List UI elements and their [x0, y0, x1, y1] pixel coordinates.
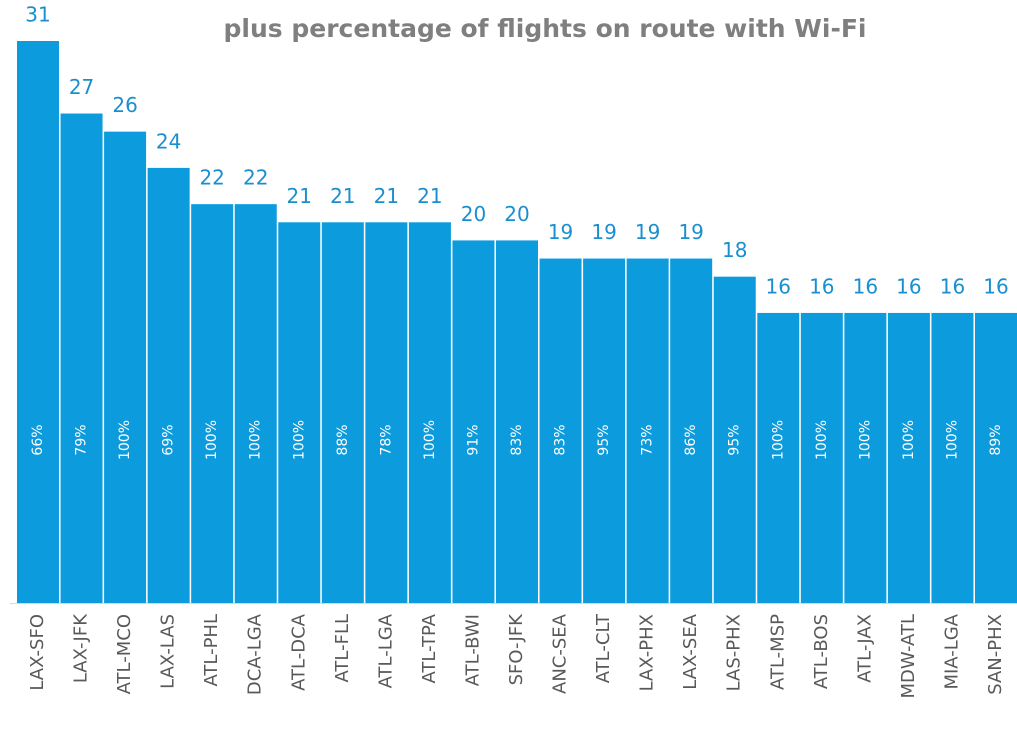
bar	[147, 167, 190, 603]
x-tick-label: LAX-SEA	[680, 613, 701, 689]
value-label: 18	[722, 238, 747, 262]
x-tick-label: LAX-PHX	[637, 614, 658, 691]
value-label: 16	[766, 274, 791, 298]
x-tick-label: LAX-JFK	[71, 613, 92, 683]
bar-label: 83%	[553, 424, 569, 455]
x-tick-label: ATL-TPA	[419, 613, 440, 683]
chart-title: plus percentage of flights on route with…	[224, 14, 867, 43]
bar-label: 79%	[74, 424, 90, 455]
value-label: 19	[548, 220, 573, 244]
bar-label: 100%	[901, 420, 917, 460]
bar	[452, 240, 495, 603]
bar-label: 95%	[727, 424, 743, 455]
value-label: 19	[591, 220, 616, 244]
value-label: 20	[504, 202, 529, 226]
bar-label: 86%	[683, 424, 699, 455]
x-tick-label: MDW-ATL	[898, 614, 919, 699]
value-label: 16	[940, 274, 965, 298]
bar-label: 69%	[161, 424, 177, 455]
bar	[104, 131, 147, 604]
bar	[844, 312, 887, 603]
bar-label: 100%	[857, 420, 873, 460]
bar	[670, 258, 713, 603]
value-label: 16	[983, 274, 1008, 298]
x-tick-label: ATL-DCA	[288, 613, 309, 691]
bar	[321, 222, 364, 603]
x-tick-label: ATL-FLL	[332, 614, 353, 683]
value-label: 26	[112, 93, 137, 117]
value-label: 16	[853, 274, 878, 298]
bar	[365, 222, 408, 603]
value-label: 21	[417, 184, 442, 208]
bar	[234, 204, 277, 603]
bar	[60, 113, 103, 604]
bar	[626, 258, 669, 603]
x-tick-label: ANC-SEA	[550, 613, 571, 694]
bar	[931, 312, 974, 603]
x-tick-label: MIA-LGA	[941, 613, 962, 689]
x-tick-label: SAN-PHX	[985, 614, 1006, 695]
value-label: 20	[461, 202, 486, 226]
bar-label: 88%	[335, 424, 351, 455]
bar-label: 100%	[422, 420, 438, 460]
x-tick-label: ATL-MSP	[767, 614, 788, 690]
bar	[583, 258, 626, 603]
x-tick-label: LAX-LAS	[158, 614, 179, 689]
bar-label: 95%	[596, 424, 612, 455]
bar	[17, 41, 59, 603]
x-tick-label: DCA-LGA	[245, 613, 266, 695]
value-label: 21	[287, 184, 312, 208]
bar	[800, 312, 843, 603]
value-label: 19	[635, 220, 660, 244]
bar-label: 66%	[30, 424, 46, 455]
bar-label: 100%	[204, 420, 220, 460]
value-label: 16	[896, 274, 921, 298]
bar	[713, 276, 756, 603]
bar	[975, 312, 1017, 603]
x-tick-label: ATL-BOS	[811, 614, 832, 689]
x-tick-label: ATL-LGA	[375, 613, 396, 688]
bar-label: 78%	[378, 424, 394, 455]
value-label: 21	[374, 184, 399, 208]
bar-label: 100%	[944, 420, 960, 460]
x-tick-label: LAX-SFO	[27, 614, 48, 691]
x-tick-label: SFO-JFK	[506, 613, 527, 686]
bar	[887, 312, 930, 603]
bar	[191, 204, 234, 603]
bar	[408, 222, 451, 603]
value-label: 31	[25, 3, 50, 27]
bar-label: 100%	[248, 420, 264, 460]
x-tick-label: ATL-CLT	[593, 613, 614, 683]
bar	[278, 222, 321, 603]
bar-label: 100%	[291, 420, 307, 460]
x-tick-label: ATL-JAX	[854, 614, 875, 683]
x-tick-label: ATL-PHL	[201, 614, 222, 687]
bar-label: 91%	[465, 424, 481, 455]
x-tick-label: ATL-MCO	[114, 614, 135, 694]
bar-label: 83%	[509, 424, 525, 455]
bar-label: 100%	[117, 420, 133, 460]
bar-label: 100%	[770, 420, 786, 460]
bar	[496, 240, 538, 603]
value-label: 22	[199, 166, 224, 190]
bar-label: 100%	[814, 420, 830, 460]
value-label: 19	[678, 220, 703, 244]
value-label: 22	[243, 166, 268, 190]
value-label: 16	[809, 274, 834, 298]
value-label: 21	[330, 184, 355, 208]
bar	[757, 312, 800, 603]
bar	[539, 258, 582, 603]
x-tick-label: ATL-BWI	[462, 614, 483, 686]
value-label: 27	[69, 75, 94, 99]
value-label: 24	[156, 129, 181, 153]
bar-label: 73%	[640, 424, 656, 455]
x-tick-label: LAS-PHX	[724, 614, 745, 691]
bar-label: 89%	[988, 424, 1004, 455]
